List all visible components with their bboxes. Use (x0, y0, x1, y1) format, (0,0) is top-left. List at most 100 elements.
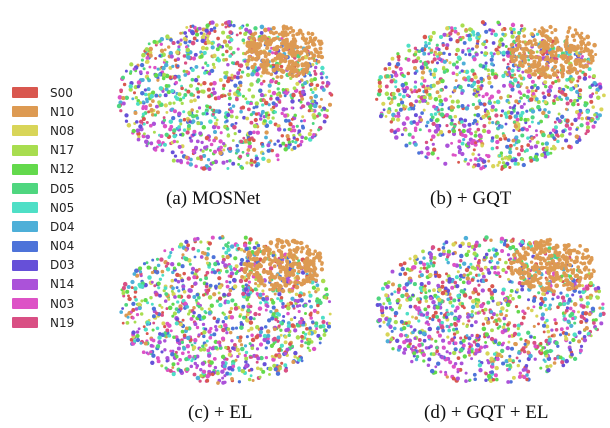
scatter-point (518, 359, 522, 363)
scatter-point-n10 (560, 67, 565, 72)
scatter-point (134, 297, 138, 302)
scatter-point-n10 (277, 275, 281, 280)
legend-item-d04: D04 (12, 217, 94, 236)
scatter-point (429, 112, 434, 117)
scatter-point (176, 362, 180, 366)
scatter-point (178, 368, 183, 373)
scatter-point (325, 108, 329, 113)
scatter-point (245, 318, 250, 323)
scatter-point (504, 270, 508, 274)
scatter-point (493, 100, 497, 104)
scatter-point (560, 295, 566, 300)
scatter-point (163, 348, 167, 352)
scatter-point (167, 333, 172, 338)
scatter-point-n10 (310, 31, 315, 37)
scatter-point (565, 96, 570, 101)
scatter-point-n10 (279, 60, 283, 64)
scatter-point (402, 107, 406, 111)
scatter-point (241, 150, 245, 154)
scatter-point (182, 110, 186, 114)
scatter-point (202, 334, 206, 339)
scatter-point (564, 331, 569, 336)
scatter-point (290, 296, 295, 301)
scatter-point (170, 262, 175, 267)
scatter-point (204, 61, 208, 65)
legend-item-n17: N17 (12, 141, 94, 160)
scatter-point (495, 99, 501, 105)
scatter-point-n10 (306, 45, 311, 50)
scatter-point (460, 151, 465, 157)
scatter-point (222, 292, 226, 297)
scatter-point (169, 38, 173, 42)
scatter-point (267, 89, 272, 94)
scatter-point (590, 118, 594, 122)
scatter-point (320, 76, 324, 80)
scatter-point (171, 362, 176, 367)
scatter-point (183, 301, 188, 306)
scatter-point (579, 297, 584, 302)
scatter-point-n10 (279, 41, 284, 46)
scatter-point-n10 (290, 264, 295, 269)
scatter-point (588, 295, 593, 300)
scatter-point (389, 128, 394, 133)
scatter-point-n10 (524, 47, 529, 51)
scatter-point (192, 275, 197, 280)
scatter-point (487, 287, 492, 292)
scatter-point (300, 359, 304, 363)
scatter-point (176, 300, 180, 304)
scatter-point (530, 115, 535, 120)
scatter-point (259, 326, 264, 331)
scatter-point-n10 (569, 67, 574, 72)
scatter-point (250, 102, 253, 106)
scatter-point (155, 326, 160, 331)
scatter-point (415, 90, 419, 94)
scatter-point (247, 29, 253, 34)
scatter-point (510, 87, 515, 92)
scatter-point (204, 284, 209, 289)
scatter-point-n10 (560, 70, 564, 75)
scatter-point (489, 51, 494, 56)
scatter-point (143, 327, 148, 332)
scatter-point (506, 138, 511, 143)
scatter-point (476, 39, 480, 43)
scatter-point (501, 73, 506, 79)
scatter-point (173, 295, 177, 299)
scatter-point (236, 71, 241, 76)
scatter-point-n10 (524, 42, 528, 47)
scatter-point (481, 114, 486, 119)
scatter-point (164, 62, 169, 68)
scatter-point-n10 (539, 72, 545, 77)
scatter-point-n10 (541, 28, 546, 33)
scatter-point (543, 100, 548, 105)
scatter-point (423, 284, 427, 288)
scatter-point (312, 115, 317, 120)
scatter-point (226, 167, 230, 170)
scatter-point (190, 271, 195, 275)
scatter-point-n10 (271, 67, 277, 73)
scatter-point-n10 (556, 45, 560, 50)
scatter-point-n10 (265, 63, 269, 68)
scatter-point (463, 118, 468, 123)
scatter-point (448, 31, 453, 36)
scatter-point (414, 357, 419, 362)
scatter-point (187, 288, 192, 293)
scatter-point (558, 86, 562, 90)
scatter-point (185, 70, 189, 74)
scatter-point (533, 144, 539, 149)
scatter-point (155, 344, 161, 349)
scatter-point (309, 88, 313, 92)
scatter-point (564, 123, 570, 128)
scatter-point (151, 328, 155, 332)
scatter-point (467, 336, 472, 341)
scatter-point (215, 319, 220, 324)
scatter-point (546, 134, 551, 138)
scatter-point-n10 (570, 33, 576, 39)
scatter-point (245, 335, 249, 339)
scatter-point (412, 354, 416, 358)
scatter-point (542, 296, 548, 302)
scatter-point (195, 292, 200, 297)
scatter-point (150, 280, 154, 284)
scatter-point (161, 311, 165, 315)
scatter-point-n10 (286, 241, 290, 245)
scatter-point-n10 (261, 70, 266, 75)
